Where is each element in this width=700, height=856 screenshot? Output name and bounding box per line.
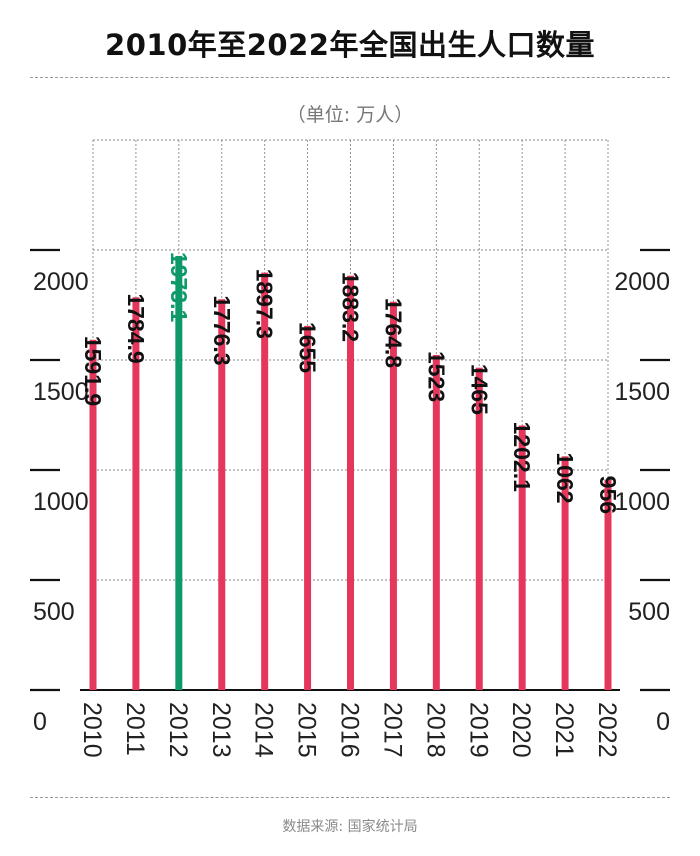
bar — [432, 354, 440, 690]
data-label: 956 — [595, 476, 621, 514]
bar — [304, 325, 312, 690]
data-label: 1784.9 — [123, 293, 149, 363]
x-tick-label: 2022 — [593, 702, 621, 758]
data-label: 1591.9 — [80, 336, 106, 406]
data-label: 1897.3 — [252, 269, 278, 339]
y-tick-label-right: 0 — [656, 708, 670, 736]
data-label: 1776.3 — [209, 295, 235, 365]
y-tick-label-left: 1000 — [33, 488, 89, 516]
bar — [261, 272, 269, 690]
y-tick-label-left: 2000 — [33, 268, 89, 296]
x-tick-label: 2019 — [464, 702, 492, 758]
bar — [518, 425, 526, 690]
y-tick-label-right: 1000 — [614, 488, 670, 516]
data-label: 1883.2 — [338, 272, 364, 342]
chart-title: 2010年至2022年全国出生人口数量 — [105, 28, 595, 62]
source-note: 数据来源: 国家统计局 — [282, 819, 418, 835]
bar — [347, 275, 354, 690]
x-tick-label: 2014 — [250, 702, 278, 758]
x-tick-label: 2016 — [336, 702, 364, 758]
x-tick-label: 2021 — [550, 702, 578, 758]
data-label: 1202.1 — [509, 422, 535, 493]
top-divider — [30, 77, 670, 78]
y-tick-label-left: 500 — [33, 598, 75, 626]
bar — [604, 479, 612, 690]
data-label: 1465 — [466, 364, 492, 415]
x-tick-label: 2010 — [78, 702, 106, 758]
bar — [89, 339, 97, 690]
y-tick-label-right: 2000 — [614, 268, 670, 296]
bar — [389, 301, 397, 690]
data-label: 1973.1 — [166, 252, 192, 323]
bar — [175, 255, 183, 690]
y-tick-label-left: 1500 — [33, 378, 89, 406]
data-label: 1655 — [295, 322, 321, 373]
x-tick-label: 2018 — [421, 702, 449, 758]
bottom-divider — [30, 797, 670, 798]
x-tick-label: 2011 — [121, 702, 149, 756]
x-tick-label: 2020 — [507, 702, 535, 758]
bar — [475, 367, 483, 690]
x-tick-label: 2012 — [164, 702, 192, 758]
bar — [132, 297, 140, 690]
unit-label: （单位: 万人） — [286, 104, 414, 126]
x-tick-label: 2015 — [293, 702, 321, 758]
x-tick-label: 2017 — [378, 702, 406, 758]
y-tick-label-right: 1500 — [614, 378, 670, 406]
data-label: 1062 — [552, 452, 578, 503]
bar — [218, 299, 226, 690]
bar — [561, 456, 569, 690]
y-tick-label-left: 0 — [33, 708, 47, 736]
x-tick-label: 2013 — [207, 702, 235, 758]
y-tick-label-right: 500 — [628, 598, 670, 626]
data-label: 1523 — [423, 351, 449, 402]
data-label: 1764.8 — [380, 298, 406, 369]
